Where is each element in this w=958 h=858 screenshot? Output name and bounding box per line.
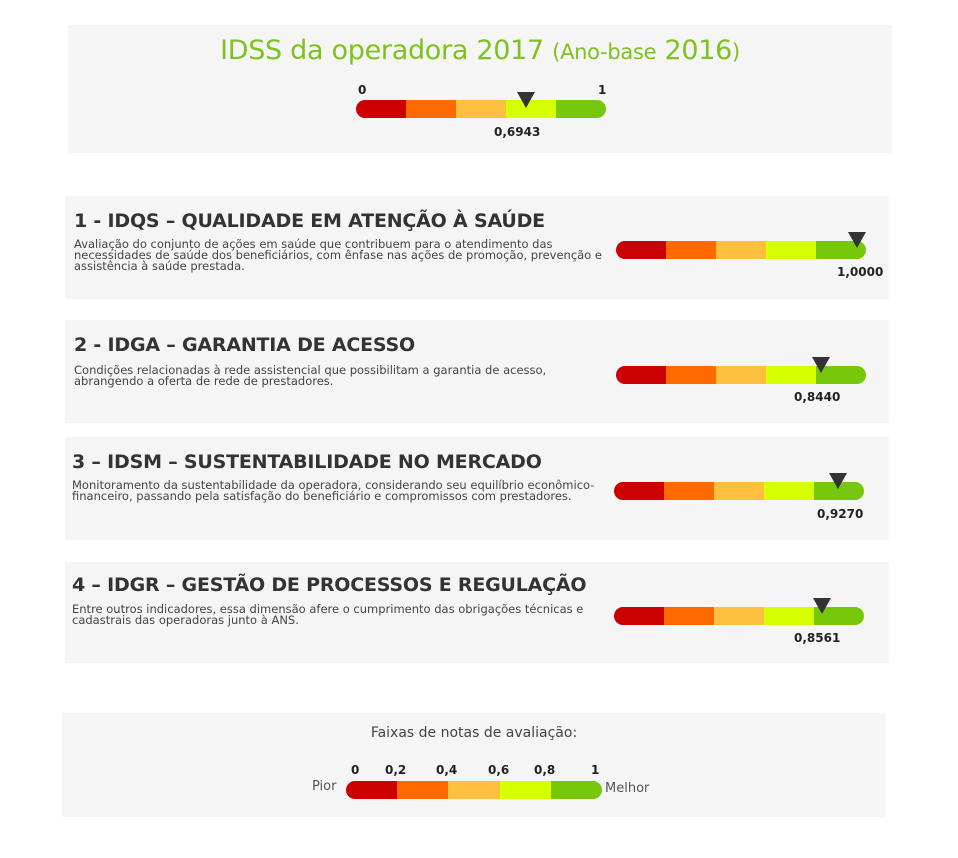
gauge-segment: [814, 482, 864, 500]
section-title: 1 - IDQS – QUALIDADE EM ATENÇÃO À SAÚDE: [74, 210, 545, 232]
section-description: Avaliação do conjunto de ações em saúde …: [74, 237, 602, 273]
legend-title: Faixas de notas de avaliação:: [370, 725, 578, 741]
section-idsm: 3 – IDSM – SUSTENTABILIDADE NO MERCADO M…: [65, 437, 889, 540]
page-title: IDSS da operadora 2017 (Ano-base 2016): [68, 35, 892, 66]
section-gauge-marker: [812, 598, 831, 614]
section-title: 2 - IDGA – GARANTIA DE ACESSO: [74, 334, 415, 356]
section-gauge-value: 1,0000: [837, 265, 884, 279]
subtitle-small: Ano-base: [560, 40, 657, 64]
legend-panel: Faixas de notas de avaliação: 0 0,2 0,4 …: [62, 713, 886, 817]
section-gauge-value: 0,8440: [794, 390, 841, 404]
gauge-segment: [716, 366, 766, 384]
legend-tick: 0: [351, 763, 360, 777]
gauge-segment: [448, 781, 500, 799]
legend-tick: 0,4: [436, 763, 458, 777]
gauge-segment: [666, 366, 716, 384]
gauge-segment: [346, 781, 398, 799]
section-description: Entre outros indicadores, essa dimensão …: [72, 602, 584, 627]
gauge-segment: [616, 241, 666, 259]
gauge-segment: [356, 100, 406, 118]
section-description: Monitoramento da sustentabilidade da ope…: [72, 478, 595, 503]
section-gauge: [616, 366, 866, 384]
legend-tick: 0,6: [488, 763, 510, 777]
legend-tick: 0,8: [534, 763, 556, 777]
title-text: IDSS da operadora 2017: [220, 35, 544, 66]
section-idgr: 4 – IDGR – GESTÃO DE PROCESSOS E REGULAÇ…: [65, 562, 889, 663]
main-gauge-value: 0,6943: [494, 125, 541, 139]
gauge-segment: [556, 100, 606, 118]
gauge-segment: [664, 607, 714, 625]
section-gauge-marker: [848, 232, 866, 248]
scale-min-label: 0: [358, 83, 367, 97]
section-idqs: 1 - IDQS – QUALIDADE EM ATENÇÃO À SAÚDE …: [65, 196, 889, 299]
section-gauge-value: 0,9270: [817, 507, 864, 521]
gauge-segment: [714, 482, 764, 500]
legend-gauge: [346, 781, 602, 799]
subtitle-close: ): [732, 40, 740, 64]
subtitle-open: (: [552, 40, 561, 64]
section-gauge-marker: [811, 357, 830, 373]
gauge-segment: [716, 241, 766, 259]
gauge-segment: [499, 781, 551, 799]
section-gauge: [614, 482, 864, 500]
gauge-segment: [550, 781, 602, 799]
gauge-segment: [764, 607, 814, 625]
gauge-segment: [456, 100, 506, 118]
section-idga: 2 - IDGA – GARANTIA DE ACESSO Condições …: [65, 320, 889, 423]
legend-left-label: Pior: [312, 779, 337, 794]
gauge-segment: [664, 482, 714, 500]
section-title: 3 – IDSM – SUSTENTABILIDADE NO MERCADO: [72, 451, 542, 473]
gauge-segment: [406, 100, 456, 118]
gauge-segment: [616, 366, 666, 384]
section-gauge-value: 0,8561: [794, 631, 841, 645]
gauge-segment: [714, 607, 764, 625]
section-description: Condições relacionadas à rede assistenci…: [74, 363, 547, 388]
gauge-segment: [766, 241, 816, 259]
legend-right-label: Melhor: [605, 781, 650, 796]
section-gauge: [616, 241, 866, 259]
main-gauge-marker: [517, 92, 536, 108]
subtitle-year: 2016: [664, 35, 733, 66]
section-gauge-marker: [829, 473, 848, 489]
gauge-segment: [764, 482, 814, 500]
legend-tick: 0,2: [385, 763, 407, 777]
gauge-segment: [766, 366, 816, 384]
gauge-segment: [614, 482, 664, 500]
header-panel: IDSS da operadora 2017 (Ano-base 2016) 0…: [68, 25, 892, 153]
legend-tick: 1: [591, 763, 600, 777]
gauge-segment: [397, 781, 449, 799]
gauge-segment: [666, 241, 716, 259]
section-title: 4 – IDGR – GESTÃO DE PROCESSOS E REGULAÇ…: [72, 574, 587, 596]
section-gauge: [614, 607, 864, 625]
main-gauge: [356, 100, 606, 118]
gauge-segment: [614, 607, 664, 625]
scale-max-label: 1: [598, 83, 607, 97]
